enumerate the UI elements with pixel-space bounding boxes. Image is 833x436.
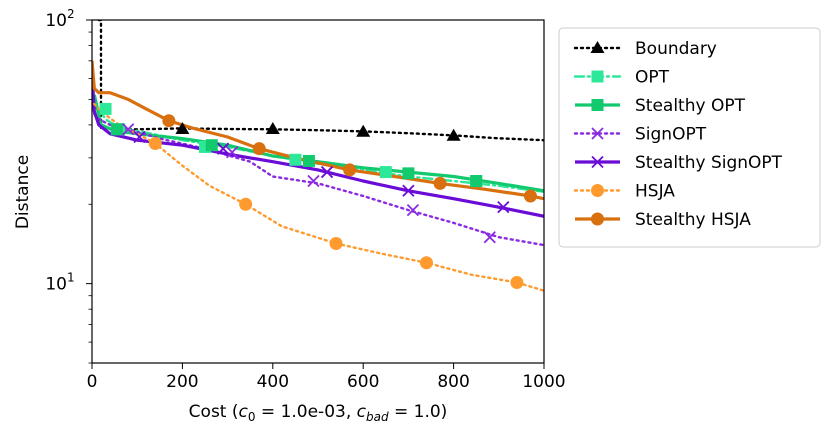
- legend-label: Stealthy SignOPT: [635, 153, 783, 173]
- series-marker-stealthy-hsja: [252, 142, 266, 156]
- plot-markers: [99, 102, 537, 289]
- series-line-hsja: [93, 102, 544, 292]
- x-tick-label: 400: [257, 372, 289, 392]
- series-marker-stealthy-signopt: [320, 165, 334, 179]
- series-marker-stealthy-opt: [302, 154, 315, 167]
- series-marker-stealthy-hsja: [162, 114, 176, 128]
- series-marker-hsja: [239, 197, 253, 211]
- legend-item-stealthy-signopt: Stealthy SignOPT: [575, 153, 783, 173]
- x-axis-label-c0-value: = 1.0e-03,: [256, 402, 357, 422]
- series-marker-hsja: [329, 236, 343, 250]
- series-marker-stealthy-signopt: [402, 184, 415, 197]
- series-marker-boundary: [446, 128, 461, 141]
- legend-marker: [591, 99, 604, 111]
- series-marker-stealthy-signopt: [497, 201, 510, 214]
- series-marker-signopt: [122, 123, 135, 136]
- legend-frame: [558, 27, 821, 248]
- legend-item-signopt: SignOPT: [573, 125, 707, 145]
- series-marker-hsja: [148, 137, 162, 151]
- x-axis-label: Cost (c0 = 1.0e-03, cbad = 1.0): [189, 402, 448, 424]
- legend-label: OPT: [635, 68, 670, 88]
- y-axis-label: Distance: [13, 155, 33, 229]
- y-tick-label-exponent: 1: [67, 271, 75, 285]
- legend: Boundary OPT Stealthy OPT SignOPT Stealthy S…: [558, 27, 821, 248]
- series-marker-boundary: [356, 124, 371, 137]
- series-marker-opt: [99, 102, 112, 115]
- x-tick-label: 600: [347, 372, 379, 392]
- legend-label: Stealthy HSJA: [635, 210, 751, 230]
- x-tick-label: 800: [437, 372, 469, 392]
- legend-item-boundary: Boundary: [573, 39, 717, 59]
- x-axis: 0 200 400 600 800 1000: [87, 363, 566, 392]
- series-line-stealthy-signopt: [92, 74, 544, 218]
- legend-item-stealthy-hsja: Stealthy HSJA: [575, 210, 751, 230]
- legend-marker: [590, 41, 605, 53]
- y-tick-label-exponent: 2: [67, 7, 75, 21]
- legend-item-stealthy-opt: Stealthy OPT: [575, 96, 746, 116]
- series-marker-hsja: [419, 256, 433, 270]
- y-tick-label-base: 10: [45, 11, 67, 31]
- x-axis-label-cbad-var: c: [357, 402, 367, 422]
- legend-marker: [591, 70, 604, 83]
- series-marker-stealthy-hsja: [433, 176, 447, 190]
- x-tick-label: 200: [166, 372, 198, 392]
- series-marker-stealthy-hsja: [523, 189, 537, 203]
- series-marker-boundary: [175, 121, 190, 134]
- series-marker-stealthy-hsja: [343, 163, 357, 177]
- x-axis-label-cbad-sub: bad: [366, 410, 389, 424]
- series-marker-stealthy-opt: [110, 123, 123, 136]
- x-tick-label: 1000: [522, 372, 565, 392]
- series-marker-boundary: [265, 121, 280, 134]
- plot-lines: [92, 20, 544, 292]
- legend-label: Boundary: [635, 39, 717, 59]
- series-marker-signopt: [307, 174, 320, 188]
- series-marker-opt: [289, 153, 302, 166]
- series-marker-stealthy-signopt: [133, 130, 146, 144]
- legend-label: Stealthy OPT: [635, 96, 746, 116]
- legend-marker: [591, 184, 604, 197]
- x-axis-label-prefix: Cost (: [189, 402, 239, 422]
- series-marker-stealthy-opt: [205, 139, 218, 152]
- series-marker-hsja: [510, 275, 524, 289]
- legend-label: HSJA: [635, 182, 675, 202]
- legend-marker: [591, 155, 604, 169]
- x-tick-label: 0: [87, 372, 98, 392]
- series-line-stealthy-hsja: [92, 60, 544, 201]
- series-marker-stealthy-signopt: [216, 142, 230, 155]
- series-marker-signopt: [225, 146, 239, 159]
- y-tick-label-base: 10: [45, 275, 67, 295]
- y-tick-label: 101: [45, 271, 74, 295]
- series-line-boundary: [97, 20, 544, 142]
- legend-label: SignOPT: [635, 125, 707, 145]
- legend-item-opt: OPT: [573, 68, 670, 88]
- series-marker-opt: [379, 166, 392, 179]
- series-marker-signopt: [483, 231, 496, 244]
- x-axis-label-c0-sub: 0: [248, 410, 256, 424]
- legend-marker: [591, 127, 604, 140]
- x-axis-label-c0-var: c: [239, 402, 249, 422]
- y-tick-label: 102: [45, 7, 74, 31]
- series-marker-stealthy-opt: [470, 175, 483, 188]
- series-marker-signopt: [406, 204, 420, 217]
- series-marker-stealthy-opt: [402, 167, 415, 180]
- legend-marker: [591, 212, 604, 226]
- legend-item-hsja: HSJA: [573, 182, 675, 202]
- x-axis-label-cbad-value: = 1.0): [389, 402, 448, 422]
- plot-frame: [91, 19, 545, 364]
